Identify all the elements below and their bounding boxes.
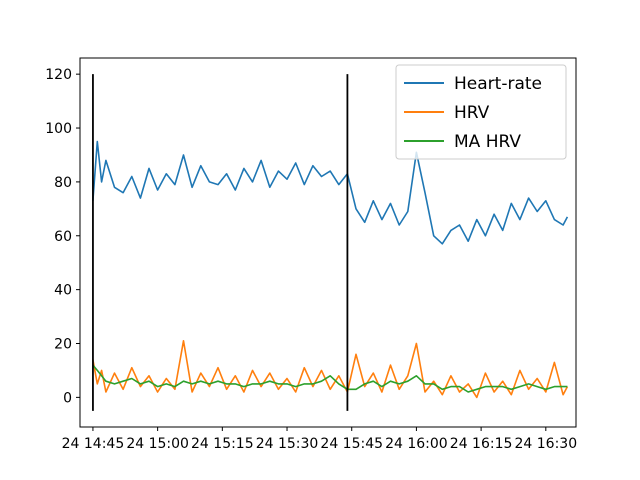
y-tick-label: 60 [54,229,72,245]
x-tick-label: 24 16:00 [385,436,448,452]
legend: Heart-rate HRV MA HRV [395,64,567,160]
legend-label: MA HRV [454,132,521,152]
series-line-heart-rate [92,140,569,245]
x-tick-label: 24 16:15 [450,436,513,452]
y-tick-label: 100 [45,121,72,137]
y-tick-label: 0 [63,390,72,406]
legend-box [395,64,567,160]
legend-label: HRV [454,103,490,123]
axes-frame [79,57,577,428]
y-tick-label: 120 [45,67,72,83]
legend-label: Heart-rate [454,74,542,94]
x-tick-label: 24 16:30 [514,436,577,452]
y-tick-label: 20 [54,337,72,353]
y-tick-label: 80 [54,175,72,191]
series-line-ma-hrv [92,364,568,393]
x-tick-label: 24 15:45 [320,436,383,452]
vertical-markers [92,74,349,411]
plot-lines [92,140,569,399]
x-tick-label: 24 15:30 [256,436,319,452]
x-tick-label: 24 15:00 [126,436,189,452]
x-tick-label: 24 14:45 [62,436,125,452]
x-tick-label: 24 15:15 [191,436,254,452]
y-tick-label: 40 [54,283,72,299]
